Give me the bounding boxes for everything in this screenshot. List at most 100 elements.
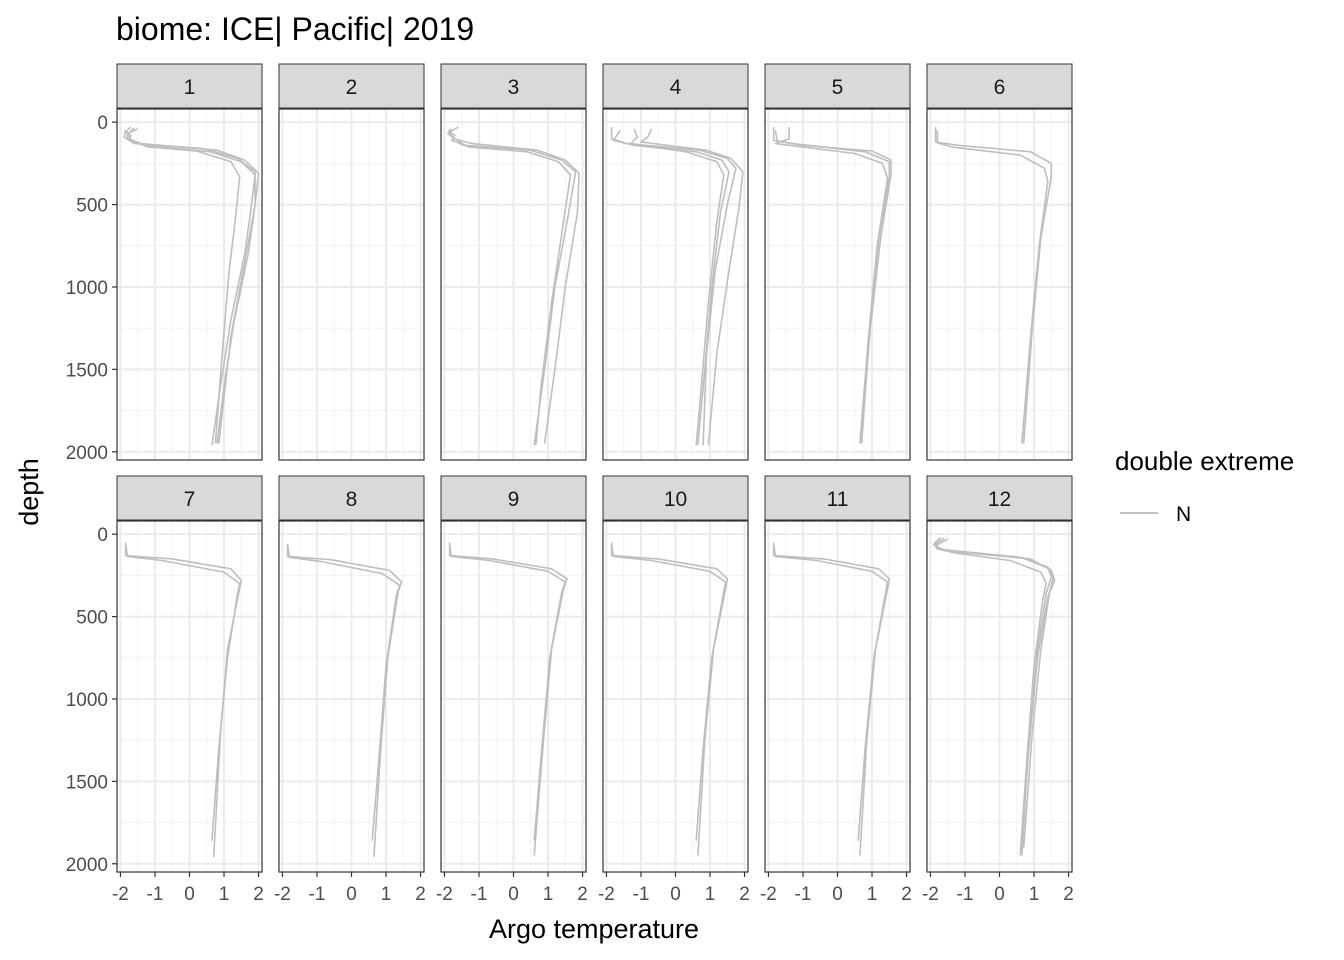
series-line-N-2 (612, 129, 730, 446)
facet-strip-label: 9 (508, 488, 520, 511)
series-line-N-2 (448, 543, 567, 841)
x-tick-label: 1 (1029, 884, 1040, 905)
panel-border (926, 108, 1073, 461)
x-tick-label: 0 (184, 884, 195, 905)
x-tick-label: -2 (436, 884, 453, 905)
facet-strip-label: 8 (346, 488, 358, 511)
facet-strip-label: 6 (994, 76, 1006, 99)
x-tick-label: 1 (219, 884, 230, 905)
series-line-N-4 (933, 537, 1054, 848)
panel-border (116, 108, 263, 461)
series-line-N-2 (772, 543, 889, 841)
x-tick-label: -1 (147, 884, 164, 905)
series-line-N-1 (772, 542, 891, 856)
facet-panel-6: 6 (926, 63, 1073, 461)
facet-strip (926, 63, 1073, 109)
x-tick-label: 1 (543, 884, 554, 905)
y-tick-label: 1000 (66, 278, 108, 299)
x-tick-label: 1 (705, 884, 716, 905)
facet-strip-label: 2 (346, 76, 358, 99)
y-tick-label: 2000 (66, 855, 108, 876)
chart-title: biome: ICE| Pacific| 2019 (116, 11, 474, 47)
facet-panel-5: 5 (764, 63, 911, 461)
series-line-N-2 (286, 543, 401, 841)
facet-strip (602, 475, 749, 521)
facet-strip-label: 5 (832, 76, 844, 99)
x-tick-label: -1 (957, 884, 974, 905)
facet-strip (440, 475, 587, 521)
series-line-N-4 (640, 128, 744, 446)
x-tick-label: 2 (901, 884, 912, 905)
facet-strip-label: 1 (184, 76, 196, 99)
series-line-N-2 (936, 130, 1049, 444)
x-tick-label: -1 (795, 884, 812, 905)
facet-strip-label: 11 (827, 488, 849, 511)
series-line-N-3 (447, 129, 572, 446)
y-tick-label: 1500 (66, 360, 108, 381)
x-tick-label: 0 (508, 884, 519, 905)
panel-border (764, 108, 911, 461)
facet-strip (764, 63, 911, 109)
facet-panel-1: 1 0 500 1000 1500 2000 (66, 63, 263, 464)
legend: double extreme N (1115, 446, 1294, 526)
y-tick-label: 0 (97, 525, 108, 546)
x-tick-label: -1 (309, 884, 326, 905)
x-tick-label: -2 (760, 884, 777, 905)
x-tick-label: 2 (253, 884, 264, 905)
series-line-N-1 (448, 542, 568, 856)
y-tick-label: 1500 (66, 772, 108, 793)
x-tick-label: -2 (112, 884, 129, 905)
series-line-N-1 (610, 542, 729, 856)
x-tick-label: 0 (832, 884, 843, 905)
facet-panel-12: 12-2 -1 0 1 2 (922, 475, 1074, 905)
y-tick-label: 500 (76, 608, 108, 629)
facet-strip (278, 475, 425, 521)
facet-strip (926, 475, 1073, 521)
facet-panel-2: 2 (278, 63, 425, 461)
x-tick-label: 2 (1063, 884, 1074, 905)
facet-panel-9: 9 -2 -1 0 1 2 (436, 475, 588, 905)
y-tick-label: 1000 (66, 690, 108, 711)
x-tick-label: 1 (867, 884, 878, 905)
y-tick-label: 2000 (66, 443, 108, 464)
facet-panel-3: 3 (440, 63, 587, 461)
x-tick-label: 2 (577, 884, 588, 905)
x-tick-label: -1 (471, 884, 488, 905)
series-line-N-3 (629, 128, 725, 446)
x-tick-label: 0 (670, 884, 681, 905)
panel-border (602, 108, 749, 461)
facet-strip-label: 3 (508, 76, 520, 99)
series-line-N-1 (934, 127, 1053, 444)
facet-panel-8: 8 -2 -1 0 1 2 (274, 475, 426, 905)
panel-border (278, 108, 425, 461)
series-line-N-2 (610, 543, 727, 841)
facet-strip-label: 7 (184, 488, 196, 511)
x-tick-label: -2 (922, 884, 939, 905)
x-axis-title: Argo temperature (489, 914, 699, 944)
facet-strip (440, 63, 587, 109)
facet-panel-11: 11 -2 -1 0 1 2 (760, 475, 912, 905)
panel-border (440, 108, 587, 461)
series-line-N-3 (774, 130, 892, 436)
y-axis-title: depth (14, 458, 44, 526)
facet-strip-label: 10 (664, 488, 687, 511)
legend-title: double extreme (1115, 446, 1294, 476)
x-tick-label: 0 (994, 884, 1005, 905)
x-tick-label: 2 (739, 884, 750, 905)
series-line-N-2 (126, 128, 256, 446)
x-tick-label: -2 (598, 884, 615, 905)
series-line-N-4 (126, 127, 260, 444)
facet-strip (602, 63, 749, 109)
y-tick-label: 500 (76, 196, 108, 217)
series-line-N-2 (448, 126, 580, 444)
facet-panel-4: 4 (602, 63, 749, 461)
facet-strip (764, 475, 911, 521)
facet-strip (116, 475, 263, 521)
facet-strip (278, 63, 425, 109)
x-tick-label: 2 (415, 884, 426, 905)
facet-strip-label: 4 (670, 76, 682, 99)
x-tick-label: -2 (274, 884, 291, 905)
series-line-N-2 (124, 543, 241, 841)
